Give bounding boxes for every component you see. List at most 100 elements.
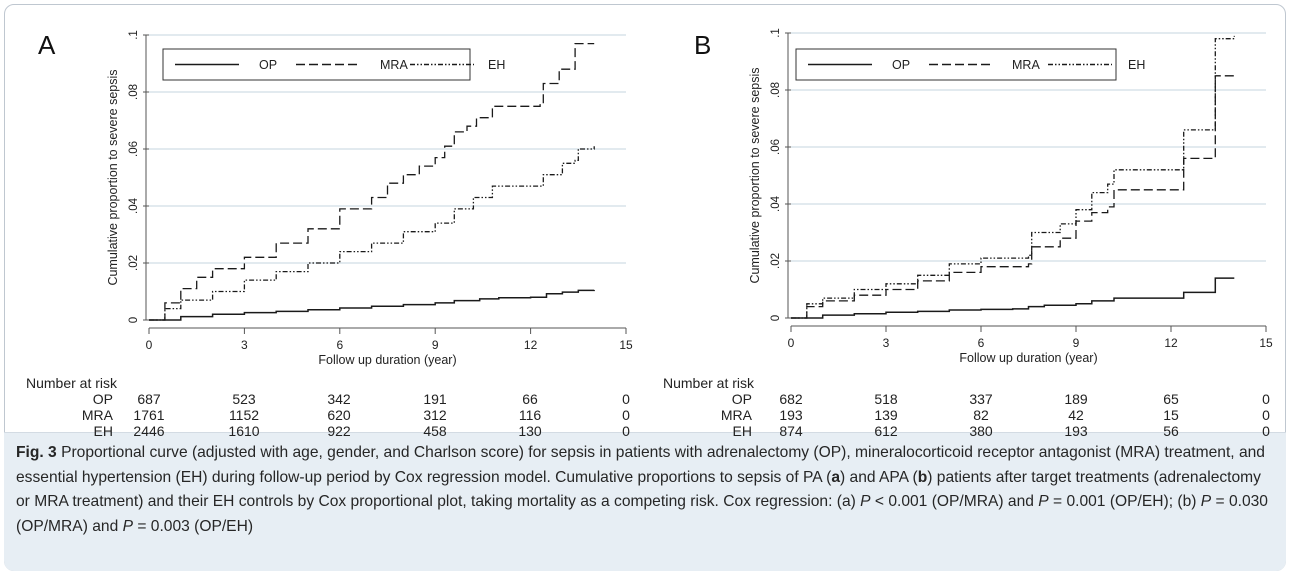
x-tick-label: 9	[432, 338, 439, 352]
caption-p-value: = 0.030 (OP/MRA) and	[16, 493, 1268, 535]
caption-panel-a: a	[831, 468, 841, 486]
legend-label: EH	[1128, 58, 1145, 72]
caption-p-value: < 0.001 (OP/MRA) and	[870, 493, 1039, 510]
y-tick-label: 0	[128, 317, 140, 323]
x-tick-label: 3	[241, 338, 248, 352]
risk-count: 0	[622, 407, 630, 423]
risk-count: 65	[1163, 391, 1179, 407]
risk-count: 620	[327, 407, 351, 423]
risk-count: 66	[522, 391, 538, 407]
risk-count: 682	[779, 391, 803, 407]
risk-count: 523	[232, 391, 256, 407]
risk-row-label: OP	[93, 391, 113, 407]
risk-count: 687	[137, 391, 161, 407]
x-axis-title: Follow up duration (year)	[318, 353, 456, 367]
risk-count: 312	[423, 407, 447, 423]
legend-label: OP	[259, 58, 277, 72]
y-tick-label: .06	[770, 139, 782, 155]
risk-count: 1761	[133, 407, 164, 423]
risk-table-title: Number at risk	[26, 375, 118, 391]
risk-count: 189	[1064, 391, 1088, 407]
x-tick-label: 12	[524, 338, 538, 352]
risk-count: 42	[1068, 407, 1084, 423]
risk-count: 0	[1262, 391, 1270, 407]
y-axis-title: Cumulative proportion to severe sepsis	[748, 67, 762, 283]
risk-row-label: MRA	[721, 407, 753, 423]
x-tick-label: 15	[619, 338, 633, 352]
risk-row-label: MRA	[82, 407, 114, 423]
legend-label: OP	[892, 58, 910, 72]
y-tick-label: 0	[770, 315, 782, 321]
y-tick-label: .02	[770, 253, 782, 269]
y-tick-label: .1	[770, 28, 782, 38]
y-tick-label: .08	[770, 82, 782, 98]
x-tick-label: 6	[978, 336, 985, 350]
caption-p-value: = 0.001 (OP/EH); (b)	[1048, 493, 1201, 510]
series-line-mra	[149, 42, 595, 321]
legend-label: EH	[488, 58, 505, 72]
risk-count: 380	[969, 423, 993, 439]
x-tick-label: 9	[1073, 336, 1080, 350]
risk-count: 130	[518, 423, 542, 439]
x-axis-title: Follow up duration (year)	[959, 351, 1097, 365]
risk-count: 193	[779, 407, 803, 423]
risk-row-label: EH	[94, 423, 113, 439]
risk-count: 922	[327, 423, 351, 439]
risk-count: 342	[327, 391, 351, 407]
series-line-mra	[791, 75, 1235, 319]
caption-text-1: Proportional curve (adjusted with age, g…	[16, 444, 1265, 486]
risk-count: 116	[519, 407, 542, 423]
risk-count: 874	[779, 423, 803, 439]
caption-text-3: ) patients after target treatments (adre…	[16, 468, 1261, 511]
caption-panel-b: b	[917, 468, 928, 486]
legend-label: MRA	[1012, 58, 1040, 72]
y-tick-label: .04	[770, 195, 782, 212]
risk-count: 15	[1163, 407, 1179, 423]
caption-p-symbol: P	[1200, 493, 1212, 510]
caption-p-symbol: P	[122, 517, 133, 535]
risk-count: 2446	[133, 423, 164, 439]
x-tick-label: 0	[146, 338, 153, 352]
risk-count: 193	[1064, 423, 1088, 439]
x-tick-label: 0	[788, 336, 795, 350]
risk-count: 56	[1163, 423, 1179, 439]
risk-count: 1152	[229, 407, 259, 423]
series-line-op	[149, 289, 595, 321]
risk-count: 191	[423, 391, 447, 407]
series-line-eh	[149, 146, 595, 321]
risk-count: 337	[969, 391, 993, 407]
risk-count: 0	[1262, 407, 1270, 423]
panel-label: B	[694, 30, 711, 60]
risk-row-label: EH	[733, 423, 752, 439]
y-tick-label: .06	[128, 141, 140, 157]
risk-table-title: Number at risk	[663, 375, 755, 391]
risk-count: 0	[1262, 423, 1270, 439]
x-tick-label: 3	[883, 336, 890, 350]
risk-count: 612	[874, 423, 898, 439]
risk-count: 518	[874, 391, 898, 407]
caption-p-value: = 0.003 (OP/EH)	[133, 517, 254, 535]
x-tick-label: 12	[1164, 336, 1178, 350]
risk-count: 0	[622, 391, 630, 407]
caption-text-2: ) and APA (	[840, 468, 918, 486]
caption-figure-label: Fig. 3	[16, 444, 57, 461]
risk-row-label: OP	[732, 391, 752, 407]
panel-label: A	[38, 30, 56, 60]
legend-label: MRA	[380, 58, 408, 72]
figure-caption: Fig. 3 Proportional curve (adjusted with…	[16, 441, 1278, 539]
y-tick-label: .04	[128, 197, 140, 214]
risk-count: 82	[973, 407, 989, 423]
caption-p-symbol: P	[1038, 493, 1049, 510]
y-tick-label: .1	[128, 30, 140, 40]
y-axis-title: Cumulative proportion to severe sepsis	[106, 69, 120, 285]
series-line-eh	[791, 35, 1235, 319]
risk-count: 139	[874, 407, 898, 423]
x-tick-label: 15	[1259, 336, 1273, 350]
risk-count: 0	[622, 423, 630, 439]
caption-background	[4, 432, 1286, 571]
risk-count: 1610	[228, 423, 259, 439]
x-tick-label: 6	[336, 338, 343, 352]
series-line-op	[791, 277, 1235, 319]
y-tick-label: .08	[128, 84, 140, 100]
